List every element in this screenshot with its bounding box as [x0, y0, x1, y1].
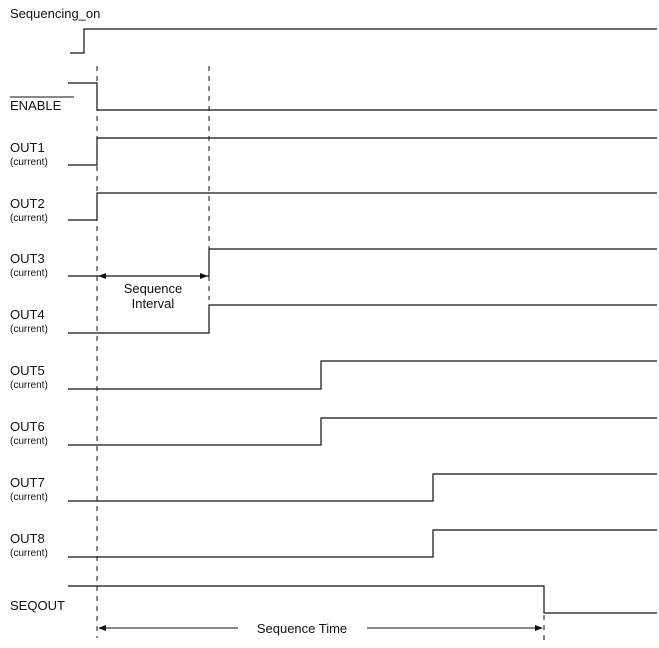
signal-label-sequencing-on: Sequencing_on: [10, 6, 100, 21]
signal-label-out8: OUT8: [10, 531, 45, 546]
signal-label-enable: ENABLE: [10, 98, 62, 113]
sequence-time-arrowhead-right: [535, 625, 543, 631]
signal-label-out6: OUT6: [10, 419, 45, 434]
signal-sublabel-out7: (current): [10, 492, 48, 503]
sequence-time-label: Sequence Time: [257, 621, 347, 636]
waveform-out2: [68, 192, 657, 221]
waveform-out8: [68, 529, 657, 558]
waveform-out3: [68, 248, 657, 277]
signal-label-out5: OUT5: [10, 363, 45, 378]
waveform-seqout: [68, 585, 657, 614]
waveform-out1: [68, 137, 657, 166]
waveform-sequencing-on: [70, 28, 657, 54]
waveform-enable: [68, 82, 657, 111]
waveform-out7: [68, 473, 657, 502]
sequence-interval-arrowhead-left: [98, 273, 106, 279]
signal-label-out3: OUT3: [10, 251, 45, 266]
sequence-time-arrowhead-left: [98, 625, 106, 631]
waveform-out5: [68, 360, 657, 390]
sequence-interval-label-line1: Sequence: [124, 281, 183, 296]
signal-label-seqout: SEQOUT: [10, 598, 65, 613]
sequence-interval-arrowhead-right: [200, 273, 208, 279]
waveform-out4: [68, 304, 657, 334]
signal-sublabel-out2: (current): [10, 213, 48, 224]
waveform-out6: [68, 417, 657, 446]
signal-label-out2: OUT2: [10, 196, 45, 211]
signal-sublabel-out3: (current): [10, 268, 48, 279]
signal-label-out7: OUT7: [10, 475, 45, 490]
signal-sublabel-out5: (current): [10, 380, 48, 391]
signal-sublabel-out8: (current): [10, 548, 48, 559]
sequence-interval-label-line2: Interval: [132, 296, 175, 311]
signal-sublabel-out6: (current): [10, 436, 48, 447]
signal-label-out4: OUT4: [10, 307, 45, 322]
signal-label-out1: OUT1: [10, 140, 45, 155]
signal-sublabel-out1: (current): [10, 157, 48, 168]
signal-sublabel-out4: (current): [10, 324, 48, 335]
